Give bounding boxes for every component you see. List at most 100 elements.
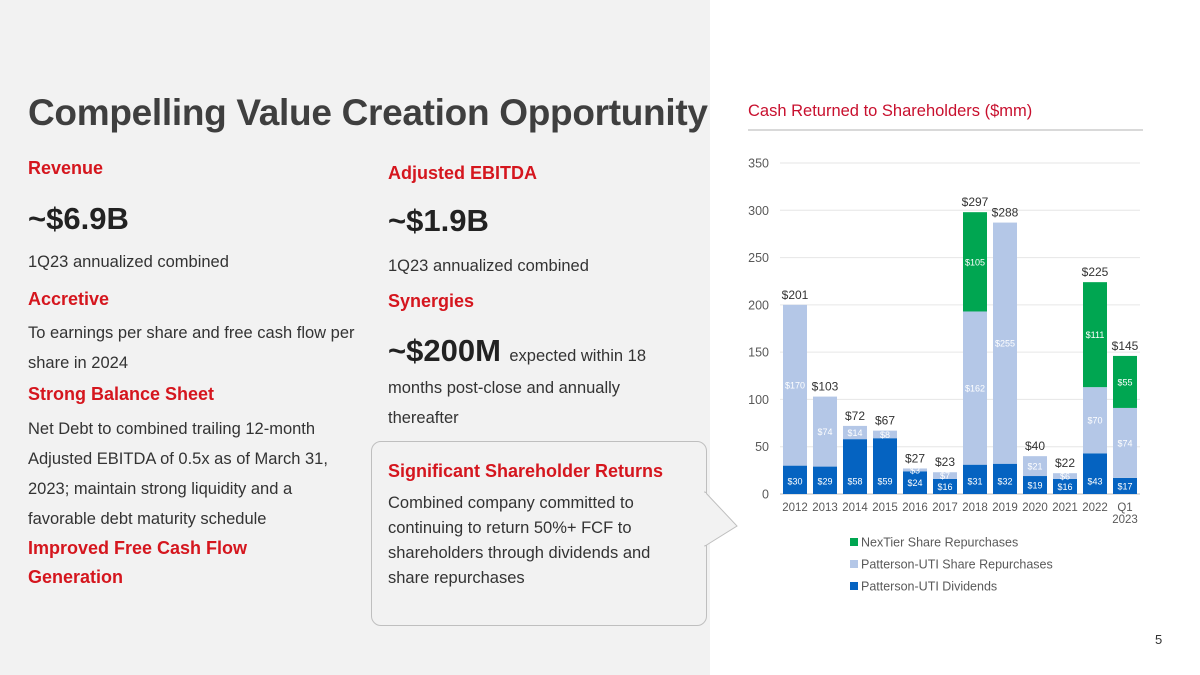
- chart-title-rule: [748, 129, 1143, 131]
- synergies-desc: months post-close and annually thereafte…: [388, 379, 621, 427]
- chart-title: Cash Returned to Shareholders ($mm): [748, 102, 1033, 120]
- x-tick-label: 2013: [812, 502, 838, 514]
- legend-label: Patterson-UTI Share Repurchases: [861, 558, 1053, 572]
- accretive-desc: To earnings per share and free cash flow…: [28, 324, 355, 372]
- revenue-value: ~$6.9B: [28, 201, 129, 236]
- segment-label: $14: [847, 428, 862, 438]
- x-tick-label: 2023: [1112, 514, 1138, 526]
- ebitda-value: ~$1.9B: [388, 203, 489, 238]
- segment-label: $19: [1027, 481, 1042, 491]
- segment-label: $170: [785, 381, 805, 391]
- legend-swatch: [850, 582, 858, 590]
- total-label: $27: [905, 451, 925, 465]
- y-tick-label: 350: [748, 157, 769, 171]
- bar-segment: [903, 468, 927, 472]
- bar-segment: [1053, 478, 1077, 494]
- segment-label: $7: [940, 471, 950, 481]
- segment-label: $55: [1117, 377, 1132, 387]
- segment-label: $8: [880, 430, 890, 440]
- bar-segment: [783, 304, 807, 466]
- bar-segment: [1113, 355, 1137, 408]
- legend-label: NexTier Share Repurchases: [861, 536, 1018, 550]
- total-label: $72: [845, 409, 865, 423]
- segment-label: $30: [787, 477, 802, 487]
- segment-label: $74: [817, 427, 832, 437]
- bar-segment: [963, 212, 987, 312]
- synergies-value: ~$200M: [388, 333, 501, 368]
- bar-segment: [1113, 477, 1137, 494]
- ebitda-label: Adjusted EBITDA: [388, 163, 538, 183]
- bar-segment: [1083, 387, 1107, 454]
- total-label: $40: [1025, 439, 1045, 453]
- bar-segment: [1023, 476, 1047, 494]
- fcf-label: Improved Free Cash Flow Generation: [28, 538, 248, 587]
- x-tick-label: 2020: [1022, 502, 1048, 514]
- page-title: Compelling Value Creation Opportunity: [28, 92, 708, 133]
- bar-segment: [933, 472, 957, 479]
- bar-segment: [843, 425, 867, 440]
- synergies-label: Synergies: [388, 291, 475, 311]
- balance-label: Strong Balance Sheet: [28, 384, 215, 404]
- bar-segment: [963, 464, 987, 494]
- segment-label: $43: [1087, 477, 1102, 487]
- bar-segment: [993, 463, 1017, 494]
- segment-label: $59: [877, 477, 892, 487]
- synergies-value-line: ~$200M expected within 18: [388, 333, 646, 369]
- total-label: $23: [935, 455, 955, 469]
- bar-segment: [873, 430, 897, 439]
- y-tick-label: 150: [748, 346, 769, 360]
- bar-segment: [843, 439, 867, 494]
- returns-label: Significant Shareholder Returns: [388, 461, 664, 481]
- y-tick-label: 250: [748, 251, 769, 265]
- revenue-label: Revenue: [28, 158, 104, 178]
- bar-segment: [1083, 282, 1107, 388]
- revenue-desc: 1Q23 annualized combined: [28, 253, 229, 271]
- segment-label: $255: [995, 339, 1015, 349]
- callout-pointer: [700, 490, 738, 547]
- segment-label: $17: [1117, 481, 1132, 491]
- y-tick-label: 50: [755, 440, 769, 454]
- x-tick-label: 2017: [932, 502, 958, 514]
- page-number: 5: [1155, 632, 1163, 647]
- bar-segment: [1023, 456, 1047, 477]
- synergies-desc-inline: expected within 18: [509, 347, 647, 365]
- x-tick-label: 2015: [872, 502, 898, 514]
- x-tick-label: 2016: [902, 502, 928, 514]
- y-tick-label: 300: [748, 204, 769, 218]
- y-tick-label: 200: [748, 298, 769, 312]
- bar-segment: [1053, 473, 1077, 479]
- ebitda-desc: 1Q23 annualized combined: [388, 257, 589, 275]
- returns-callout: [371, 441, 707, 626]
- x-tick-label: 2022: [1082, 502, 1108, 514]
- segment-label: $6: [1060, 472, 1070, 482]
- segment-label: $21: [1027, 462, 1042, 472]
- segment-label: $32: [997, 477, 1012, 487]
- bar-segment: [963, 311, 987, 465]
- segment-label: $29: [817, 477, 832, 487]
- bar-segment: [1083, 453, 1107, 494]
- x-tick-label: 2018: [962, 502, 988, 514]
- segment-label: $16: [937, 482, 952, 492]
- legend-swatch: [850, 560, 858, 568]
- bar-segment: [813, 396, 837, 467]
- returns-desc: Combined company committed to continuing…: [388, 494, 651, 587]
- legend-swatch: [850, 538, 858, 546]
- segment-label: $105: [965, 257, 985, 267]
- y-tick-label: 100: [748, 393, 769, 407]
- bar-segment: [933, 478, 957, 494]
- segment-label: $58: [847, 477, 862, 487]
- segment-label: $24: [907, 478, 922, 488]
- segment-label: $31: [967, 477, 982, 487]
- segment-label: $16: [1057, 482, 1072, 492]
- y-tick-label: 0: [762, 488, 769, 502]
- segment-label: $162: [965, 384, 985, 394]
- balance-desc: Net Debt to combined trailing 12-month A…: [28, 420, 328, 528]
- total-label: $297: [962, 195, 989, 209]
- bar-segment: [813, 466, 837, 494]
- legend-label: Patterson-UTI Dividends: [861, 580, 997, 594]
- x-tick-label: 2019: [992, 502, 1018, 514]
- x-tick-label: Q1: [1117, 502, 1132, 514]
- bar-segment: [1113, 407, 1137, 478]
- total-label: $22: [1055, 456, 1075, 470]
